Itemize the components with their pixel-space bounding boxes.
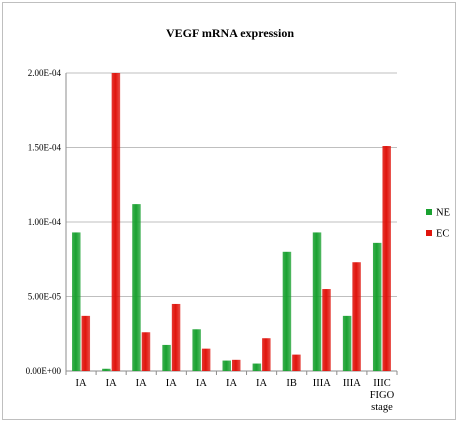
bar-ne — [102, 368, 111, 371]
bar-ec — [81, 315, 91, 371]
y-tick-label: 1.50E-04 — [28, 143, 62, 153]
x-tick-label: IA — [196, 378, 207, 389]
legend: NE EC — [426, 208, 450, 240]
bar-ne — [372, 242, 382, 371]
chart: VEGF mRNA expression 0.00E+00 5.00E-05 1.0… — [26, 26, 450, 413]
bar-ne — [162, 344, 171, 371]
x-tick-label: IB — [286, 378, 297, 389]
x-tick-label: IA — [166, 378, 177, 389]
bar-ne — [222, 360, 231, 371]
x-axis-label: FIGO — [370, 390, 395, 401]
y-tick-label: 1.00E-04 — [28, 217, 62, 227]
y-tick-label: 5.00E-05 — [28, 292, 62, 302]
x-tick-label: IIIA — [313, 378, 331, 389]
bar-ne — [252, 363, 262, 371]
bar-ec — [352, 262, 361, 371]
x-tick-label: IIIC — [373, 378, 391, 389]
bar-ne — [312, 232, 322, 371]
x-tick-label: IA — [136, 378, 147, 389]
legend-swatch-ne — [426, 209, 432, 215]
bar-ne — [72, 232, 81, 371]
x-tick-label: IA — [75, 378, 86, 389]
y-tick-label: 0.00E+00 — [26, 366, 62, 376]
legend-label-ec: EC — [436, 229, 449, 240]
y-tick-label: 2.00E-04 — [28, 68, 62, 78]
legend-swatch-ec — [426, 230, 432, 236]
chart-title: VEGF mRNA expression — [166, 26, 294, 40]
bar-ec — [322, 289, 331, 371]
bar-ec — [382, 146, 391, 371]
chart-frame: VEGF mRNA expression 0.00E+00 5.00E-05 1.0… — [2, 2, 456, 420]
x-tick-label: IA — [256, 378, 267, 389]
bar-ec — [292, 354, 301, 371]
bar-ec — [141, 332, 151, 371]
x-tick-label: IA — [106, 378, 117, 389]
x-tick-label: IIIA — [343, 378, 361, 389]
bar-ne — [192, 329, 201, 371]
bar-ne — [342, 315, 352, 371]
x-axis-label: stage — [371, 402, 393, 413]
bar-ec — [232, 359, 241, 371]
legend-label-ne: NE — [436, 208, 450, 219]
bar-ec — [201, 348, 211, 371]
bar-ec — [171, 303, 181, 371]
bar-ne — [132, 204, 141, 371]
x-tick-label: IA — [226, 378, 237, 389]
bar-ne — [282, 251, 292, 371]
bar-ec — [262, 338, 271, 371]
bar-ec — [111, 73, 121, 371]
